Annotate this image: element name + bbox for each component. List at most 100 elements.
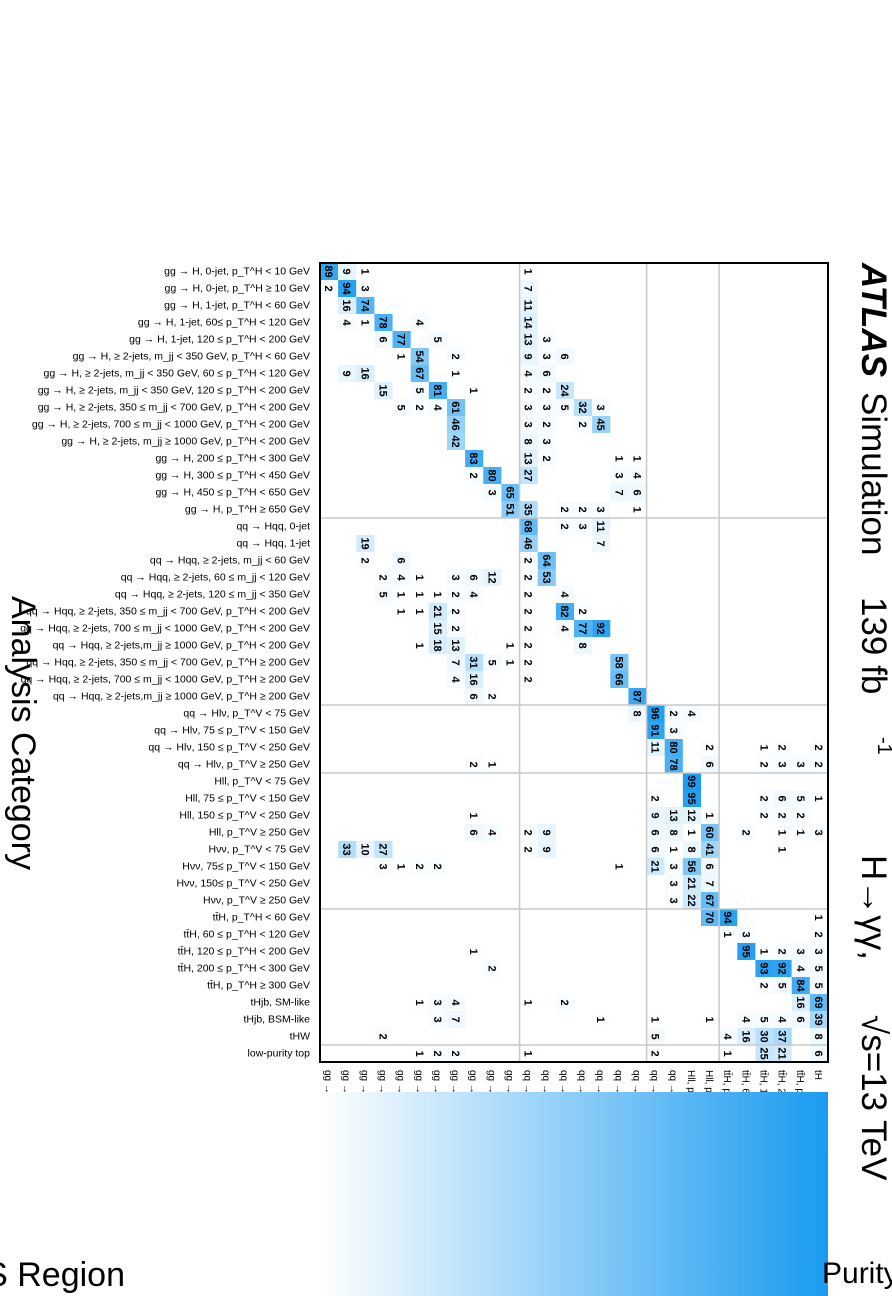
cell-value: 2 bbox=[449, 591, 461, 597]
cell-value: 46 bbox=[522, 537, 534, 549]
cell-value: 8 bbox=[685, 846, 697, 852]
cell-value: 5 bbox=[377, 591, 389, 597]
cell-value: 6 bbox=[467, 574, 479, 580]
heatmap-cell bbox=[483, 688, 502, 705]
heatmap-cell bbox=[483, 569, 502, 586]
luminosity-label: 139 fb bbox=[854, 597, 892, 694]
cell-value: 21 bbox=[649, 860, 661, 872]
cell-value: 1 bbox=[685, 829, 697, 835]
category-label: gg → H, 300 ≤ p_T^H < 450 GeV bbox=[155, 470, 310, 482]
cell-value: 1 bbox=[358, 268, 370, 274]
heatmap-cell bbox=[338, 263, 357, 280]
cell-value: 1 bbox=[721, 1050, 733, 1056]
heatmap-cell bbox=[428, 858, 447, 875]
heatmap-cell bbox=[610, 450, 629, 467]
cell-value: 3 bbox=[794, 761, 806, 767]
heatmap-cell bbox=[428, 586, 447, 603]
cell-value: 16 bbox=[467, 673, 479, 685]
heatmap-cell bbox=[483, 960, 502, 977]
heatmap-cell bbox=[410, 314, 429, 331]
heatmap-cell bbox=[446, 365, 466, 382]
cell-value: 8 bbox=[631, 710, 643, 716]
heatmap-cell bbox=[465, 467, 484, 484]
heatmap-cell bbox=[664, 807, 683, 824]
cell-value: 74 bbox=[358, 299, 370, 312]
cell-value: 2 bbox=[522, 557, 534, 563]
cell-value: 53 bbox=[540, 571, 552, 583]
category-label: gg → H, 1-jet, 120 ≤ p_T^H < 200 GeV bbox=[129, 334, 310, 346]
cell-value: 1 bbox=[395, 591, 407, 597]
cell-value: 1 bbox=[485, 761, 497, 767]
cell-value: 41 bbox=[703, 843, 715, 855]
cell-value: 77 bbox=[395, 333, 407, 345]
category-label: low-purity top bbox=[248, 1048, 311, 1060]
cell-value: 3 bbox=[449, 574, 461, 580]
cell-value: 61 bbox=[449, 401, 461, 413]
heatmap-cell bbox=[501, 501, 520, 518]
cell-value: 4 bbox=[522, 370, 534, 377]
category-label: qq → Hqq, ≥ 2-jets,m_jj ≥ 1000 GeV, p_T^… bbox=[53, 691, 310, 703]
cell-value: 2 bbox=[522, 659, 534, 665]
cell-value: 6 bbox=[812, 1050, 824, 1056]
cell-value: 6 bbox=[631, 489, 643, 495]
cell-value: 84 bbox=[794, 979, 806, 992]
heatmap-cell bbox=[519, 365, 538, 382]
heatmap-cell bbox=[338, 314, 357, 331]
heatmap-cell bbox=[664, 841, 683, 858]
heatmap-cell bbox=[338, 841, 357, 858]
heatmap-cell bbox=[773, 756, 792, 773]
cell-value: 3 bbox=[739, 931, 751, 937]
heatmap-cell bbox=[592, 518, 611, 535]
heatmap-cell bbox=[374, 586, 393, 603]
heatmap-cell bbox=[628, 705, 647, 722]
cell-value: 5 bbox=[794, 795, 806, 801]
cell-value: 2 bbox=[522, 608, 534, 614]
heatmap-cell bbox=[338, 365, 357, 382]
heatmap-cell bbox=[555, 501, 574, 518]
cell-value: 2 bbox=[703, 744, 715, 750]
cell-value: 65 bbox=[504, 486, 516, 498]
cell-value: 2 bbox=[467, 472, 479, 478]
heatmap-cell bbox=[428, 994, 447, 1011]
cell-value: 4 bbox=[485, 829, 497, 836]
cell-value: 2 bbox=[576, 421, 588, 427]
category-label: qq → Hqq, ≥ 2-jets,m_jj ≥ 1000 GeV, p_T^… bbox=[53, 640, 310, 652]
cell-value: 4 bbox=[449, 676, 461, 683]
cell-value: 7 bbox=[594, 540, 606, 546]
cell-value: 8 bbox=[812, 1033, 824, 1039]
cell-value: 8 bbox=[522, 438, 534, 444]
heatmap-cell bbox=[555, 518, 574, 535]
cell-value: 13 bbox=[449, 639, 461, 651]
heatmap-cell bbox=[719, 1028, 738, 1045]
category-label: Hνν, 150≤ p_T^V < 250 GeV bbox=[176, 878, 310, 890]
heatmap-cell bbox=[682, 824, 701, 841]
heatmap-cell bbox=[809, 960, 828, 977]
heatmap-cell bbox=[537, 841, 556, 858]
heatmap-cell bbox=[737, 943, 756, 960]
cell-value: 9 bbox=[522, 353, 534, 359]
heatmap-cell bbox=[555, 620, 574, 637]
heatmap-cell bbox=[356, 535, 375, 552]
category-label: gg → H, ≥ 2-jets, m_jj < 350 GeV, 120 ≤ … bbox=[38, 385, 310, 397]
heatmap-cell bbox=[773, 790, 792, 807]
heatmap-cell bbox=[537, 331, 556, 348]
cell-value: 1 bbox=[776, 829, 788, 835]
heatmap-cell bbox=[755, 943, 774, 960]
heatmap-cell bbox=[446, 416, 466, 433]
heatmap-cell bbox=[519, 637, 538, 654]
cell-value: 5 bbox=[812, 965, 824, 971]
cell-value: 2 bbox=[758, 812, 770, 818]
cell-value: 8 bbox=[667, 829, 679, 835]
heatmap-cell bbox=[682, 773, 701, 790]
cell-value: 9 bbox=[340, 370, 352, 376]
cell-value: 1 bbox=[612, 455, 624, 461]
cell-value: 11 bbox=[649, 742, 661, 754]
cell-value: 2 bbox=[576, 506, 588, 512]
heatmap-cell bbox=[773, 807, 792, 824]
cell-value: 77 bbox=[576, 622, 588, 634]
cell-value: 3 bbox=[594, 404, 606, 410]
heatmap-cell bbox=[483, 756, 502, 773]
category-label: gg → H, ≥ 2-jets, m_jj ≥ 1000 GeV, p_T^H… bbox=[61, 436, 310, 448]
cell-value: 1 bbox=[522, 999, 534, 1005]
heatmap-cell bbox=[410, 348, 429, 365]
